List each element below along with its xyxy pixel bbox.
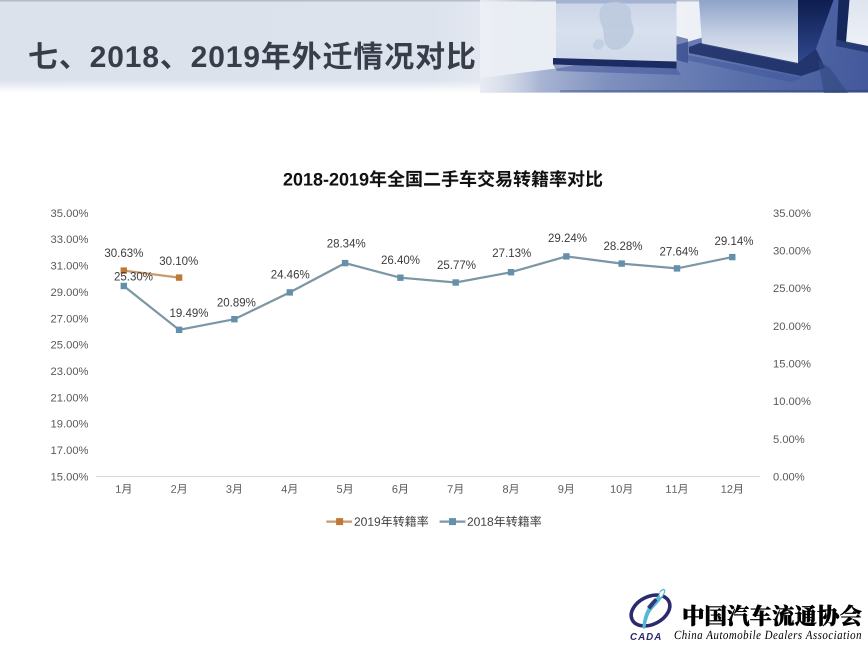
svg-text:15.00%: 15.00% (51, 471, 89, 483)
svg-text:24.46%: 24.46% (271, 269, 310, 281)
svg-text:35.00%: 35.00% (773, 208, 811, 220)
svg-text:23.00%: 23.00% (51, 366, 89, 378)
svg-text:25.77%: 25.77% (437, 260, 476, 272)
svg-text:30.10%: 30.10% (159, 256, 198, 268)
svg-text:19.49%: 19.49% (169, 308, 208, 320)
svg-text:31.00%: 31.00% (51, 261, 89, 273)
svg-text:35.00%: 35.00% (51, 208, 89, 220)
svg-text:29.14%: 29.14% (714, 236, 753, 248)
svg-text:28.28%: 28.28% (603, 241, 642, 253)
svg-text:5.00%: 5.00% (773, 434, 805, 446)
svg-text:25.00%: 25.00% (773, 283, 811, 295)
svg-text:27.00%: 27.00% (51, 313, 89, 325)
svg-text:15.00%: 15.00% (773, 359, 811, 371)
svg-text:10.00%: 10.00% (773, 396, 811, 408)
svg-text:19.00%: 19.00% (51, 419, 89, 431)
svg-text:0.00%: 0.00% (773, 471, 805, 483)
svg-text:CADA: CADA (630, 632, 662, 643)
svg-text:30.63%: 30.63% (104, 248, 143, 260)
svg-text:27.13%: 27.13% (492, 248, 531, 260)
svg-text:29.24%: 29.24% (548, 233, 587, 245)
svg-text:25.00%: 25.00% (51, 340, 89, 352)
svg-text:17.00%: 17.00% (51, 445, 89, 457)
svg-text:33.00%: 33.00% (51, 234, 89, 246)
svg-text:29.00%: 29.00% (51, 287, 89, 299)
svg-text:30.00%: 30.00% (773, 246, 811, 258)
svg-text:28.34%: 28.34% (327, 238, 366, 250)
svg-text:21.00%: 21.00% (51, 392, 89, 404)
svg-text:20.89%: 20.89% (217, 297, 256, 309)
svg-text:26.40%: 26.40% (381, 255, 420, 267)
svg-text:25.30%: 25.30% (114, 271, 153, 283)
svg-text:27.64%: 27.64% (659, 247, 698, 259)
svg-text:20.00%: 20.00% (773, 321, 811, 333)
